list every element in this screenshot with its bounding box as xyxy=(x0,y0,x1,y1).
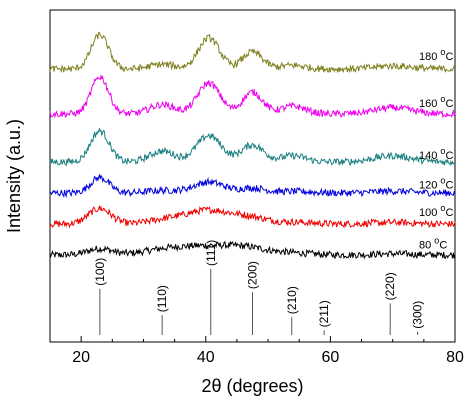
x-axis: 20 40 60 80 xyxy=(49,336,464,366)
series-line xyxy=(49,74,456,119)
series-line xyxy=(49,205,456,229)
reference-lines: (100) (110) (111) (200) (210) (211) (220) (300) xyxy=(93,240,425,335)
series-label: 80 oC xyxy=(419,235,447,251)
series-group xyxy=(49,31,456,260)
reference-label: (210) xyxy=(285,286,299,314)
series-labels: 80 oC 100 oC 120 oC 140 oC 160 oC 180 oC xyxy=(419,47,453,251)
series-line xyxy=(49,128,456,167)
reference-label: (200) xyxy=(246,261,260,289)
series-label: 160 oC xyxy=(419,94,453,110)
reference-label: (211) xyxy=(317,300,331,327)
series-label: 140 oC xyxy=(419,146,453,162)
series-line xyxy=(49,240,456,260)
series-label: 180 oC xyxy=(419,47,453,63)
reference-label: (300) xyxy=(411,301,425,329)
x-tick-label: 40 xyxy=(197,349,215,366)
x-tick-label: 20 xyxy=(72,349,90,366)
x-tick-label: 60 xyxy=(321,349,339,366)
series-line xyxy=(49,31,456,74)
x-axis-title: 2θ (degrees) xyxy=(201,376,303,396)
reference-label: (111) xyxy=(204,240,218,266)
plot-frame xyxy=(49,9,456,343)
series-line xyxy=(49,173,456,199)
series-label: 120 oC xyxy=(419,176,453,192)
y-axis-title: Intensity (a.u.) xyxy=(4,119,24,233)
reference-label: (220) xyxy=(383,272,397,300)
reference-label: (100) xyxy=(93,258,107,286)
reference-label: (110) xyxy=(155,285,169,312)
x-tick-label: 80 xyxy=(446,349,464,366)
series-label: 100 oC xyxy=(419,203,453,219)
